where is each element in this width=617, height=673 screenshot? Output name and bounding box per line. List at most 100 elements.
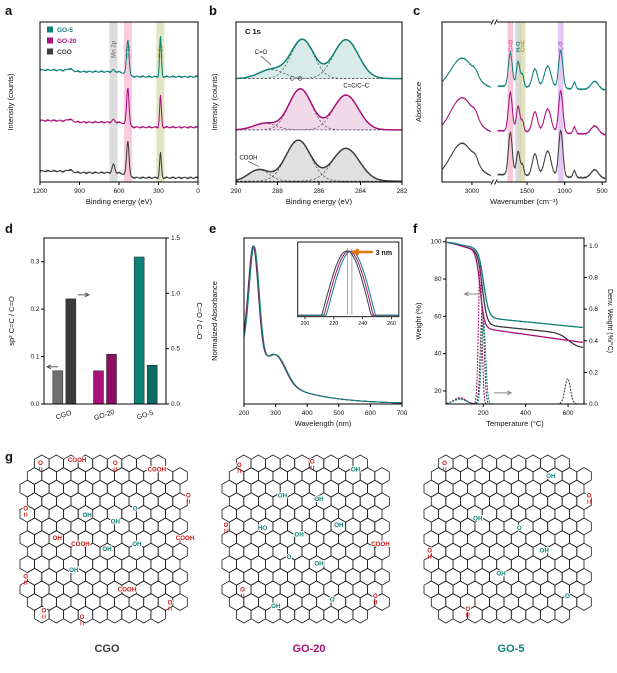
svg-text:CGO: CGO [94, 643, 120, 655]
svg-text:Intensity (counts): Intensity (counts) [210, 73, 219, 131]
panel-label-f: f [413, 221, 418, 236]
svg-text:C=O: C=O [255, 50, 268, 56]
svg-text:Binding energy (eV): Binding energy (eV) [86, 197, 153, 206]
svg-text:Normalized Absorbance: Normalized Absorbance [210, 281, 219, 361]
svg-text:Binding energy (eV): Binding energy (eV) [286, 197, 353, 206]
svg-text:OH: OH [314, 496, 324, 503]
panel-label-a: a [5, 3, 13, 18]
svg-text:OH: OH [53, 535, 63, 542]
panel-g: g O COOH O COOH O COOH O OH OH O OH COOH OH OH OH O COOH… [4, 449, 613, 672]
uvvis-chart: 200 300 400 500 600 700 Wavelength (nm) Normali… [210, 237, 408, 428]
svg-text:OH: OH [111, 519, 121, 526]
svg-text:O: O [240, 587, 245, 594]
svg-text:288: 288 [272, 188, 283, 195]
svg-text:3000: 3000 [465, 188, 480, 195]
svg-text:0.2: 0.2 [589, 369, 598, 376]
svg-text:100: 100 [431, 239, 442, 246]
svg-text:C-O: C-O [559, 41, 565, 52]
svg-text:O: O [237, 462, 242, 469]
svg-text:COOH: COOH [148, 467, 167, 474]
ftir-chart: C=O H-OC=C C-O 3000 1500 1000 500 Wavenumber (c… [414, 19, 608, 206]
tga-chart: 200 400 600 20 40 60 80 100 0.0 0.2 0.4 0.6 0.8 1.0 Te… [414, 237, 613, 428]
svg-text:GO-5: GO-5 [57, 27, 73, 34]
svg-text:1200: 1200 [33, 188, 48, 195]
svg-text:sp² C=C / C=O: sp² C=C / C=O [7, 296, 16, 346]
svg-text:O: O [42, 608, 47, 615]
svg-text:300: 300 [270, 410, 281, 417]
svg-text:COOH: COOH [68, 457, 87, 464]
svg-text:OH: OH [102, 546, 112, 553]
svg-text:O: O [168, 600, 173, 607]
svg-text:GO-20: GO-20 [292, 643, 325, 655]
svg-text:400: 400 [302, 410, 313, 417]
svg-text:OH: OH [132, 541, 142, 548]
svg-text:OH: OH [271, 603, 281, 610]
svg-text:O: O [38, 460, 43, 467]
svg-text:Mn 2p: Mn 2p [111, 40, 117, 58]
svg-text:OH: OH [278, 493, 288, 500]
svg-text:OH: OH [540, 548, 550, 555]
svg-text:CGO: CGO [55, 410, 73, 422]
svg-text:GO-20: GO-20 [57, 38, 77, 45]
svg-text:500: 500 [333, 410, 344, 417]
ratio-bar-chart: CGO GO-20 GO-5 0.0 0.1 0.2 0.3 0.0 0.5 1.0 1.5 sp² … [7, 235, 204, 422]
svg-text:OH: OH [314, 561, 324, 568]
svg-text:Wavelength (nm): Wavelength (nm) [295, 419, 352, 428]
panel-label-e: e [209, 221, 217, 236]
svg-text:20: 20 [434, 388, 442, 395]
panel-d: d CGO GO-20 GO-5 0.0 0.1 0.2 0.3 0.0 0.5 1.0 1.5 sp… [4, 221, 204, 450]
svg-text:Wavenumber (cm⁻¹): Wavenumber (cm⁻¹) [490, 197, 558, 206]
svg-text:OH: OH [473, 515, 483, 522]
svg-text:284: 284 [355, 188, 366, 195]
svg-text:0: 0 [196, 188, 200, 195]
svg-text:Weight (%): Weight (%) [414, 302, 423, 339]
svg-text:Temperature (°C): Temperature (°C) [486, 419, 544, 428]
svg-text:Intensity (counts): Intensity (counts) [6, 73, 15, 131]
svg-text:HO: HO [258, 525, 267, 532]
svg-text:C=C/C–C: C=C/C–C [343, 84, 370, 90]
svg-text:O: O [465, 606, 470, 613]
svg-text:O: O [427, 548, 432, 555]
panel-e: e 200 300 400 500 600 700 Wavelength (nm) Norma… [208, 221, 408, 450]
panel-c: c C=O H-O C=C C-O 3000 1500 1000 500 Wavenumber … [412, 3, 613, 222]
svg-text:O: O [23, 574, 28, 581]
svg-text:0.2: 0.2 [30, 306, 39, 313]
svg-text:260: 260 [387, 321, 396, 327]
svg-text:0.8: 0.8 [589, 275, 598, 282]
svg-text:0.0: 0.0 [171, 401, 180, 408]
svg-text:C=O / C–O: C=O / C–O [195, 302, 204, 339]
svg-text:O: O [224, 522, 229, 529]
svg-text:Absorbance: Absorbance [414, 82, 423, 122]
svg-text:OH: OH [351, 467, 361, 474]
svg-text:O: O [80, 614, 85, 621]
svg-text:O: O [517, 525, 522, 532]
svg-text:O: O [442, 460, 447, 467]
panel-label-d: d [5, 221, 13, 236]
svg-text:C=O: C=O [508, 39, 514, 52]
svg-text:COOH: COOH [71, 541, 90, 548]
svg-text:OH: OH [294, 532, 304, 539]
svg-text:1.5: 1.5 [171, 235, 180, 242]
svg-text:O: O [310, 459, 315, 466]
svg-text:600: 600 [563, 410, 574, 417]
svg-text:40: 40 [434, 351, 442, 358]
svg-text:COOH: COOH [239, 155, 257, 161]
svg-text:200: 200 [301, 321, 310, 327]
svg-text:O: O [133, 506, 138, 513]
svg-text:GO-20: GO-20 [93, 409, 115, 422]
svg-text:700: 700 [397, 410, 408, 417]
svg-text:O: O [113, 460, 118, 467]
svg-text:OH: OH [496, 570, 506, 577]
svg-text:240: 240 [358, 321, 367, 327]
svg-text:300: 300 [153, 188, 164, 195]
svg-text:0.0: 0.0 [30, 401, 39, 408]
panel-b: b COOH C–O C=C/C–C C=O 290 288 286 284 282 Bindin… [208, 3, 408, 222]
svg-text:O: O [373, 593, 378, 600]
svg-text:GO-5: GO-5 [136, 410, 155, 422]
panel-a: a Mn 2p O 1s C 1s 1200 900 600 300 0 Binding ene… [4, 3, 204, 222]
svg-text:600: 600 [365, 410, 376, 417]
svg-text:220: 220 [329, 321, 338, 327]
c1s-xps-chart: COOH C–O C=C/C–C C=O 290 288 286 284 282 Binding … [210, 21, 408, 206]
svg-text:OH: OH [546, 473, 556, 480]
